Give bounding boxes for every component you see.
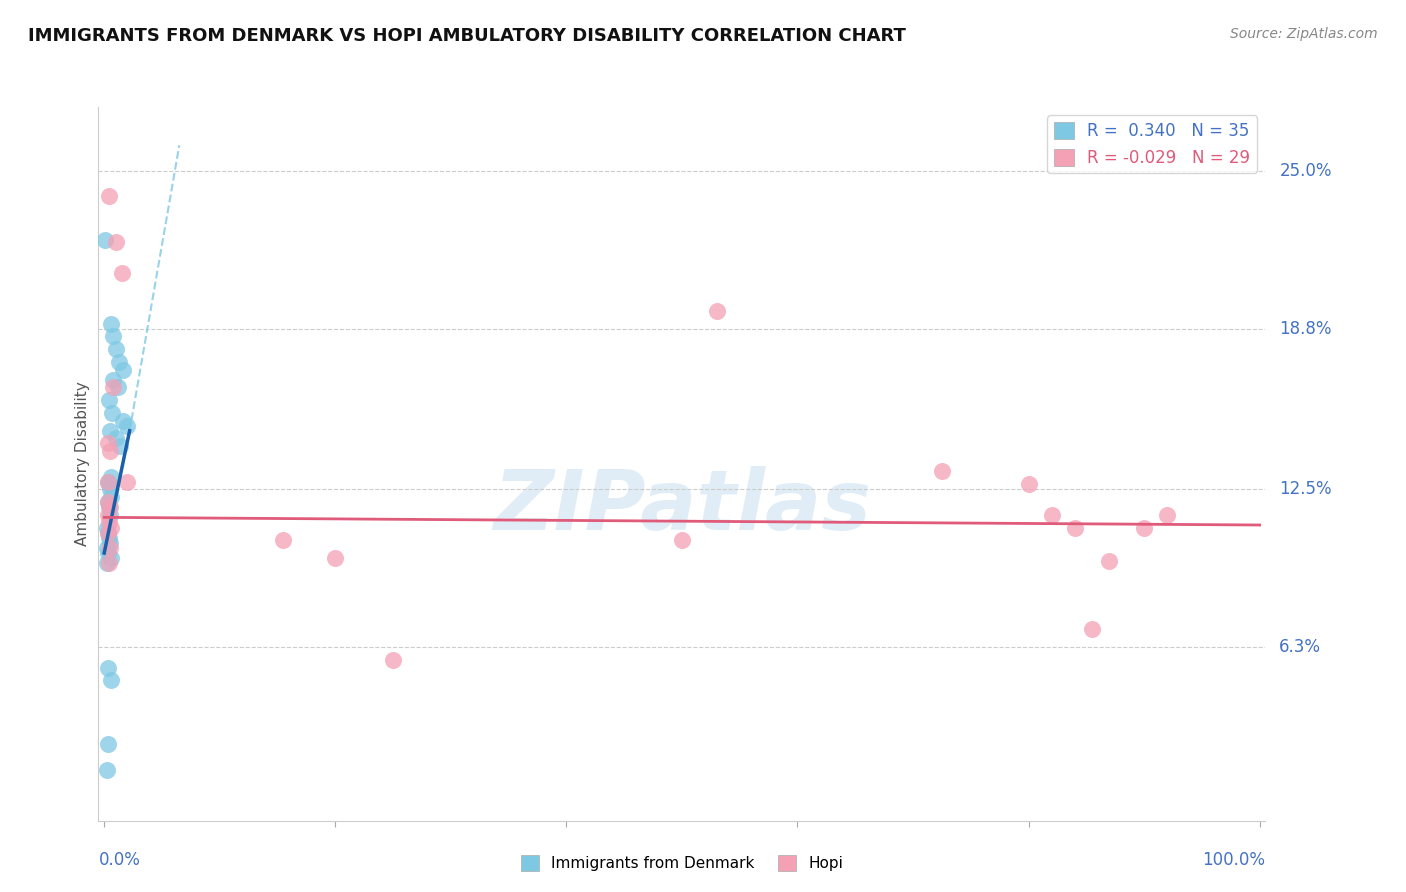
Text: 18.8%: 18.8% — [1279, 319, 1331, 338]
Point — [97, 495, 120, 509]
Point — [97, 531, 120, 545]
Point — [104, 431, 127, 445]
Text: Source: ZipAtlas.com: Source: ZipAtlas.com — [1230, 27, 1378, 41]
Text: 0.0%: 0.0% — [98, 851, 141, 869]
Point — [117, 418, 139, 433]
Text: IMMIGRANTS FROM DENMARK VS HOPI AMBULATORY DISABILITY CORRELATION CHART: IMMIGRANTS FROM DENMARK VS HOPI AMBULATO… — [28, 27, 905, 45]
Point — [98, 483, 121, 497]
Point — [97, 525, 120, 540]
Point — [97, 661, 120, 675]
Point — [97, 495, 120, 509]
Point — [110, 439, 132, 453]
Point — [97, 189, 120, 203]
Legend: Immigrants from Denmark, Hopi: Immigrants from Denmark, Hopi — [515, 849, 849, 877]
Point — [98, 541, 121, 555]
Point — [97, 556, 120, 570]
Point — [97, 508, 120, 522]
Point — [1063, 520, 1085, 534]
Point — [108, 355, 131, 369]
Text: 12.5%: 12.5% — [1279, 480, 1331, 499]
Point — [382, 653, 405, 667]
Point — [103, 380, 125, 394]
Point — [97, 500, 120, 515]
Point — [97, 475, 120, 489]
Y-axis label: Ambulatory Disability: Ambulatory Disability — [75, 382, 90, 546]
Point — [103, 329, 125, 343]
Point — [100, 317, 122, 331]
Point — [117, 475, 139, 489]
Point — [97, 546, 120, 560]
Point — [103, 373, 125, 387]
Point — [271, 533, 294, 548]
Point — [110, 266, 132, 280]
Text: 100.0%: 100.0% — [1202, 851, 1265, 869]
Point — [100, 673, 122, 688]
Point — [98, 500, 121, 515]
Point — [323, 551, 346, 566]
Point — [1040, 508, 1063, 522]
Point — [100, 469, 122, 483]
Point — [1098, 554, 1121, 568]
Point — [96, 763, 118, 777]
Point — [98, 424, 121, 438]
Point — [100, 551, 122, 566]
Point — [1081, 623, 1104, 637]
Point — [96, 556, 118, 570]
Text: ZIPatlas: ZIPatlas — [494, 467, 870, 547]
Point — [98, 444, 121, 458]
Point — [94, 233, 117, 247]
Point — [111, 413, 134, 427]
Point — [97, 525, 120, 540]
Point — [104, 342, 127, 356]
Point — [97, 516, 120, 530]
Point — [100, 490, 122, 504]
Point — [97, 393, 120, 408]
Point — [1156, 508, 1178, 522]
Point — [111, 362, 134, 376]
Point — [97, 475, 120, 489]
Point — [1018, 477, 1040, 491]
Point — [97, 737, 120, 751]
Point — [706, 304, 728, 318]
Point — [98, 536, 121, 550]
Point — [931, 465, 953, 479]
Point — [101, 406, 124, 420]
Text: 25.0%: 25.0% — [1279, 161, 1331, 180]
Point — [1133, 520, 1156, 534]
Point — [96, 520, 118, 534]
Point — [96, 541, 118, 555]
Point — [104, 235, 127, 249]
Point — [98, 508, 121, 522]
Point — [97, 477, 120, 491]
Point — [107, 380, 129, 394]
Point — [100, 520, 122, 534]
Point — [671, 533, 693, 548]
Point — [97, 436, 120, 450]
Text: 6.3%: 6.3% — [1279, 639, 1322, 657]
